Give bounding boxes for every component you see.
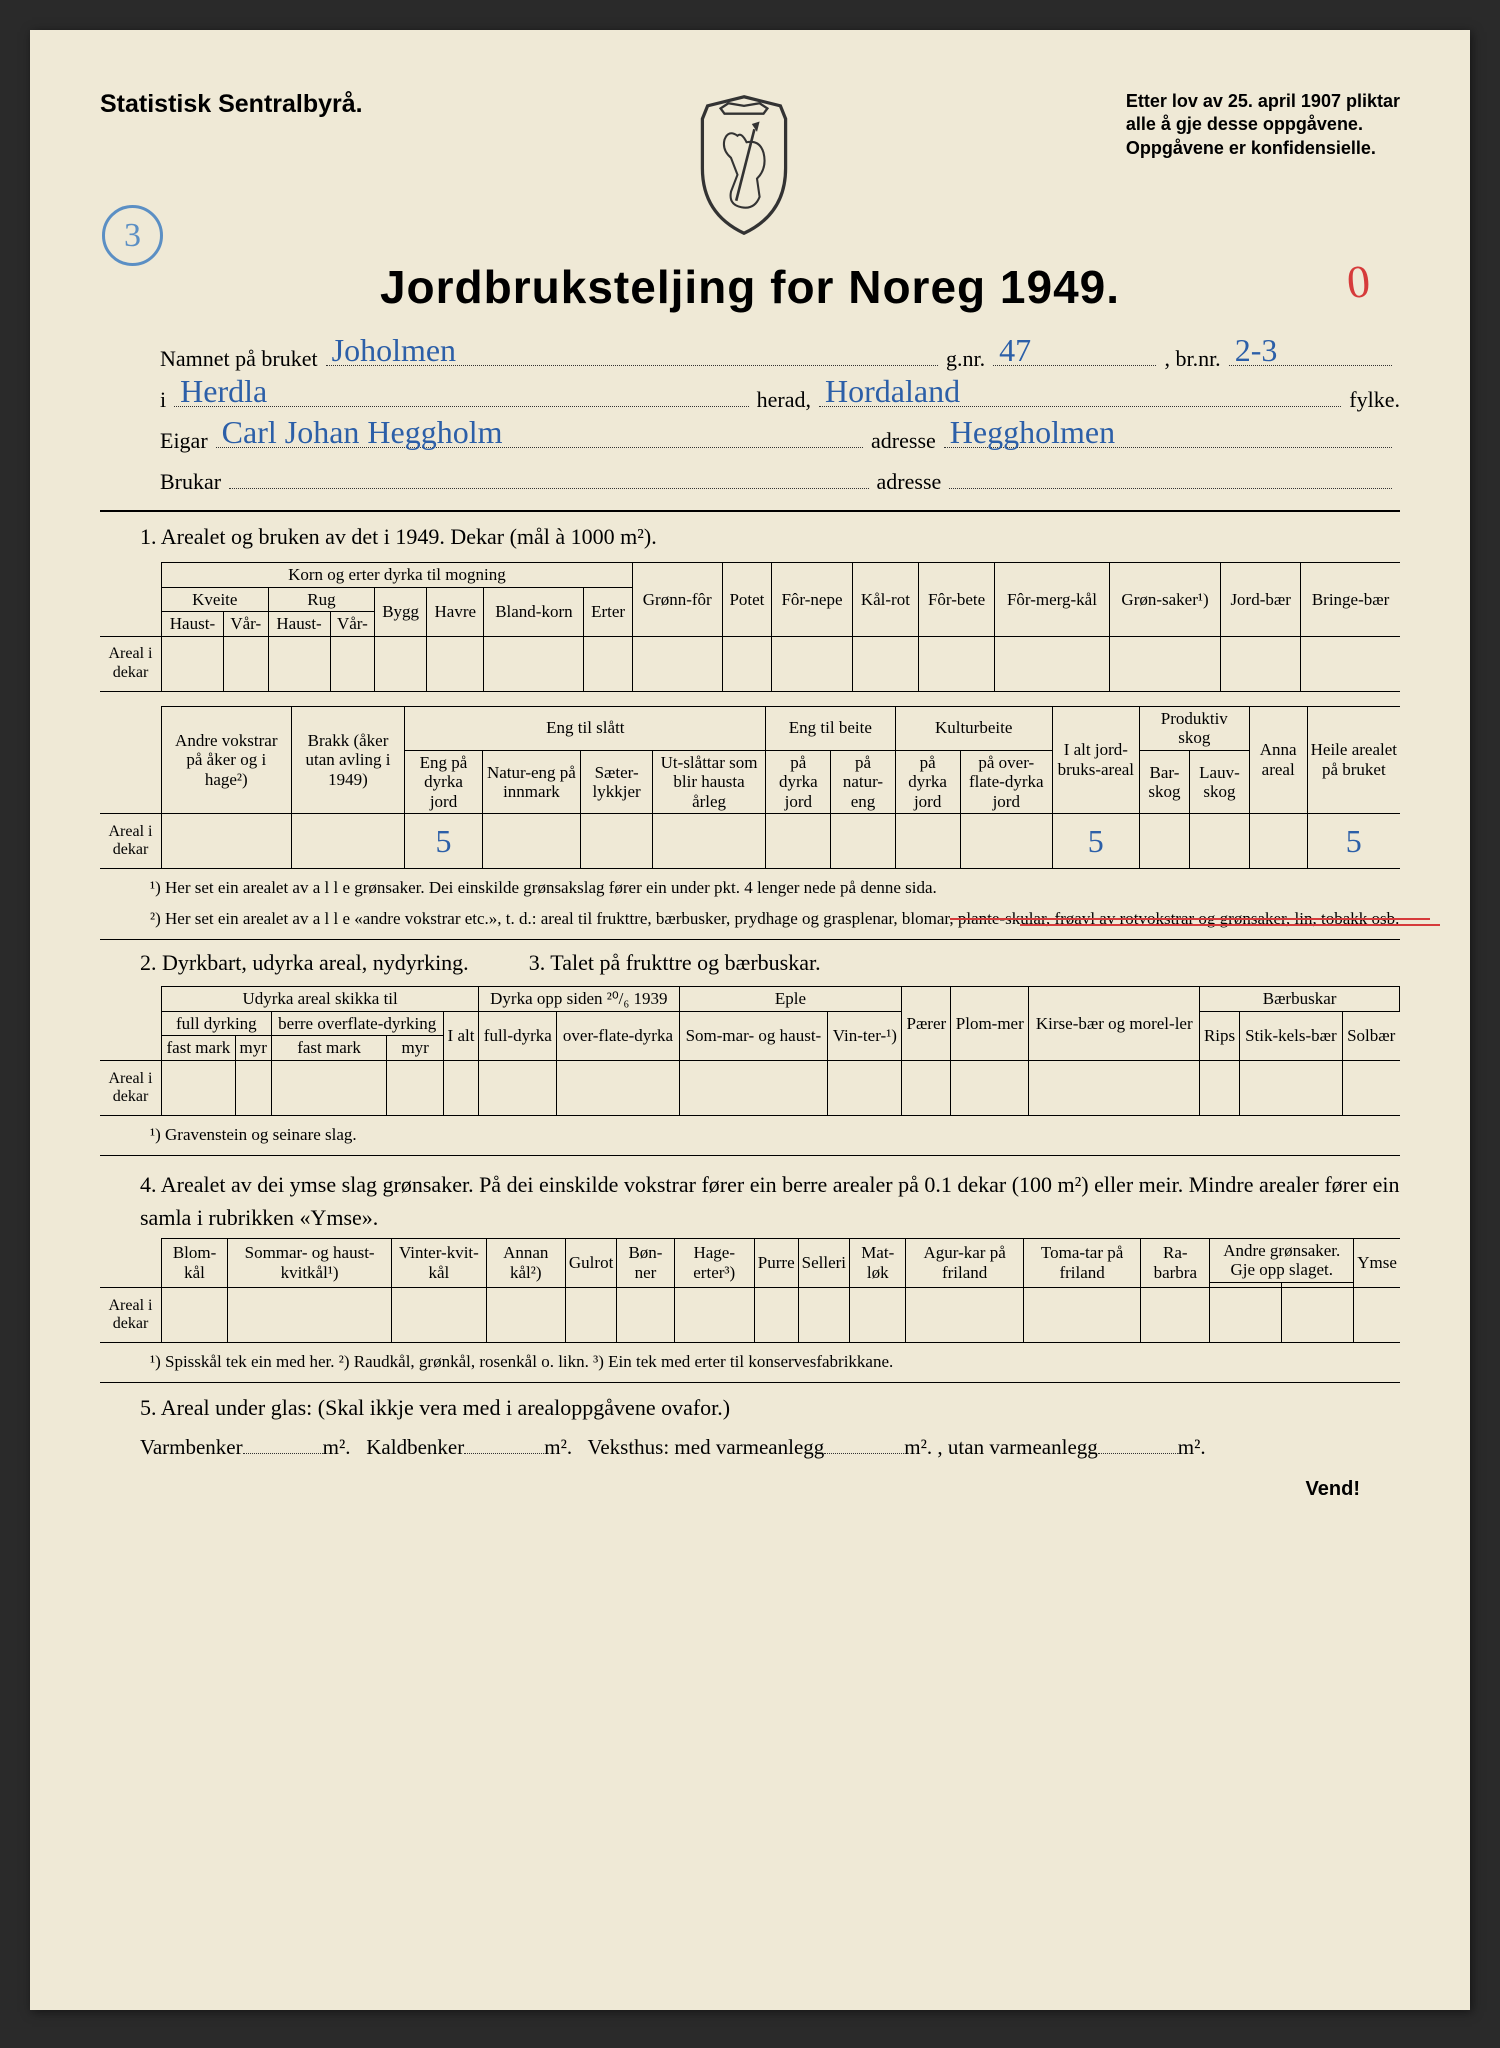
- namnet-label: Namnet på bruket: [160, 346, 318, 372]
- section-5-line: Varmbenkerm². Kaldbenkerm². Veksthus: me…: [140, 1435, 1360, 1460]
- val-ialt: 5: [1088, 823, 1104, 859]
- page-title: Jordbruksteljing for Noreg 1949.: [100, 260, 1400, 314]
- section-2-label: 2. Dyrkbart, udyrka areal, nydyrking.: [140, 950, 469, 976]
- brnr-label: , br.nr.: [1164, 346, 1220, 372]
- eigar-value: Carl Johan Heggholm: [222, 414, 503, 451]
- eigar-label: Eigar: [160, 428, 208, 454]
- footnote-4: ¹) Spisskål tek ein med her. ²) Raudkål,…: [150, 1351, 1400, 1374]
- namnet-value: Joholmen: [332, 332, 456, 369]
- table-1a: Korn og erter dyrka til mogning Grønn-fô…: [100, 562, 1400, 692]
- herad-label: herad,: [757, 387, 811, 413]
- section-1-label: 1. Arealet og bruken av det i 1949. Deka…: [140, 524, 1400, 550]
- law-line-1: Etter lov av 25. april 1907 pliktar: [1126, 90, 1400, 113]
- red-underline-2: [1020, 924, 1440, 926]
- footnote-1a: ¹) Her set ein arealet av a l l e grønsa…: [150, 877, 1400, 900]
- section-4-label: 4. Arealet av dei ymse slag grønsaker. P…: [140, 1168, 1400, 1234]
- red-underline-1: [950, 918, 1430, 920]
- adresse-value: Heggholmen: [950, 414, 1115, 451]
- val-eng-dyrka: 5: [436, 823, 452, 859]
- fylke-label: fylke.: [1349, 387, 1400, 413]
- table-2-3: Udyrka areal skikka til Dyrka opp siden …: [100, 986, 1400, 1116]
- law-line-2: alle å gje desse oppgåvene.: [1126, 113, 1400, 136]
- footnote-1b: ²) Her set ein arealet av a l l e «andre…: [150, 908, 1400, 931]
- table-1b: Andre vokstrar på åker og i hage²) Brakk…: [100, 706, 1400, 870]
- gnr-label: g.nr.: [946, 346, 985, 372]
- vend-label: Vend!: [100, 1478, 1360, 1501]
- i-label: i: [160, 387, 166, 413]
- adresse2-label: adresse: [877, 469, 942, 495]
- annotation-circled-3: 3: [102, 205, 163, 266]
- brnr-value: 2-3: [1235, 332, 1278, 369]
- section-3-label: 3. Talet på frukttre og bærbuskar.: [529, 950, 821, 976]
- gnr-value: 47: [999, 332, 1031, 369]
- law-line-3: Oppgåvene er konfidensielle.: [1126, 137, 1400, 160]
- annotation-red-0: 0: [1345, 254, 1373, 309]
- val-heile: 5: [1346, 823, 1362, 859]
- fylke-value: Hordaland: [825, 373, 960, 410]
- footnote-2: ¹) Gravenstein og seinare slag.: [150, 1124, 1400, 1147]
- agency-name: Statistisk Sentralbyrå.: [100, 90, 363, 119]
- coat-of-arms: [679, 90, 809, 240]
- korn-header: Korn og erter dyrka til mogning: [162, 563, 633, 588]
- brukar-label: Brukar: [160, 469, 221, 495]
- adresse-label: adresse: [871, 428, 936, 454]
- table-4: Blom-kål Sommar- og haust-kvitkål¹) Vint…: [100, 1238, 1400, 1343]
- section-5-label: 5. Areal under glas: (Skal ikkje vera me…: [140, 1395, 1400, 1421]
- i-value: Herdla: [180, 373, 267, 410]
- law-note: Etter lov av 25. april 1907 pliktar alle…: [1126, 90, 1400, 160]
